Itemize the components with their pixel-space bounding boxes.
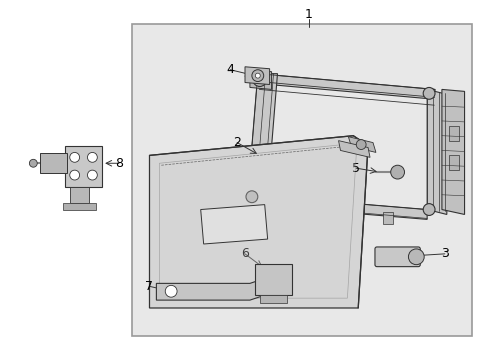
Polygon shape — [63, 203, 97, 210]
Polygon shape — [352, 203, 364, 215]
Text: 2: 2 — [233, 136, 241, 149]
Circle shape — [70, 170, 79, 180]
Circle shape — [88, 170, 98, 180]
Polygon shape — [250, 70, 271, 89]
Polygon shape — [339, 141, 370, 157]
Polygon shape — [449, 156, 459, 170]
Polygon shape — [353, 212, 363, 224]
Polygon shape — [248, 195, 427, 219]
Circle shape — [257, 77, 263, 82]
Circle shape — [409, 249, 424, 265]
Polygon shape — [258, 74, 435, 99]
Polygon shape — [248, 74, 277, 195]
Circle shape — [423, 87, 435, 99]
Circle shape — [253, 73, 267, 86]
Polygon shape — [245, 67, 270, 85]
Text: 1: 1 — [305, 8, 313, 21]
Text: 5: 5 — [352, 162, 360, 175]
Circle shape — [356, 140, 366, 149]
Circle shape — [29, 159, 37, 167]
Polygon shape — [260, 295, 287, 303]
Circle shape — [88, 152, 98, 162]
Polygon shape — [159, 145, 356, 298]
Polygon shape — [149, 136, 368, 308]
Circle shape — [255, 73, 260, 78]
Text: 4: 4 — [226, 63, 234, 76]
Circle shape — [391, 165, 405, 179]
Polygon shape — [273, 203, 285, 215]
Polygon shape — [383, 212, 392, 224]
Text: 7: 7 — [146, 280, 153, 293]
Circle shape — [165, 285, 177, 297]
Polygon shape — [294, 212, 304, 224]
Circle shape — [70, 152, 79, 162]
Polygon shape — [65, 145, 102, 187]
Polygon shape — [449, 126, 459, 141]
Polygon shape — [324, 212, 334, 224]
FancyBboxPatch shape — [375, 247, 420, 267]
Polygon shape — [40, 153, 67, 173]
Text: 8: 8 — [115, 157, 123, 170]
Polygon shape — [427, 89, 447, 215]
Polygon shape — [156, 278, 265, 300]
Polygon shape — [348, 137, 376, 152]
Polygon shape — [201, 204, 268, 244]
Circle shape — [246, 191, 258, 203]
Bar — [132, 24, 472, 336]
Circle shape — [252, 70, 264, 82]
Circle shape — [423, 204, 435, 215]
Text: 3: 3 — [441, 247, 449, 260]
Polygon shape — [313, 203, 325, 215]
Polygon shape — [70, 187, 90, 203]
Text: 6: 6 — [241, 247, 249, 260]
Polygon shape — [442, 89, 465, 215]
Polygon shape — [255, 264, 292, 295]
